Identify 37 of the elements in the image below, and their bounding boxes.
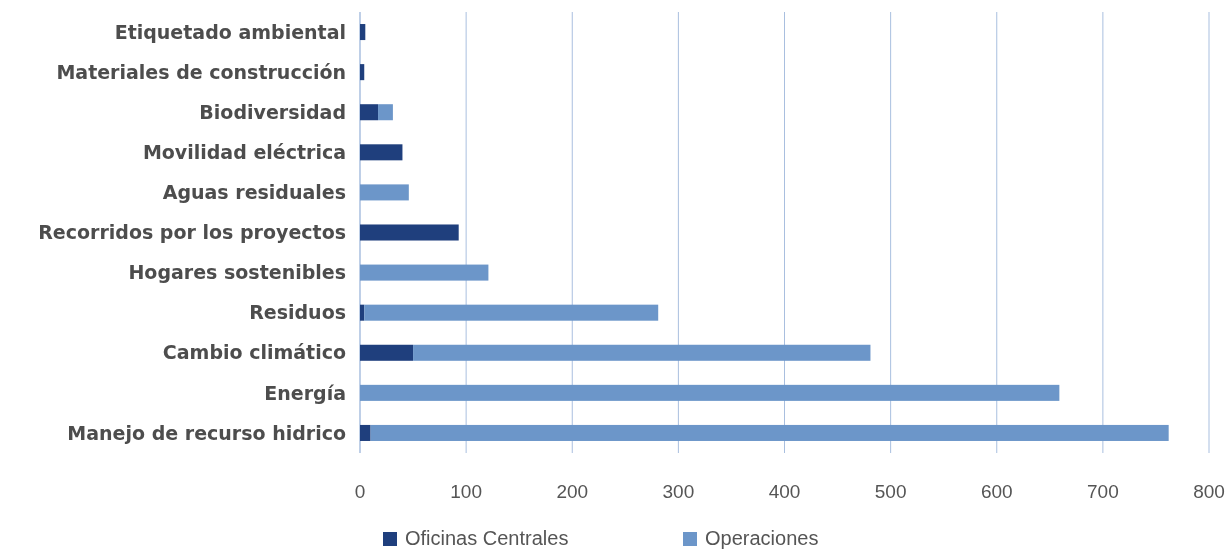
bar [360,304,365,321]
x-tick-label: 100 [450,481,482,502]
y-tick-label: Materiales de construcción [56,60,346,83]
y-tick-label: Cambio climático [162,341,346,364]
y-tick-label: Energía [264,381,346,404]
y-tick-label: Recorridos por los proyectos [38,221,346,244]
x-tick-label: 700 [1087,481,1119,502]
bar [360,24,366,41]
legend-label: Operaciones [705,527,819,549]
legend-label: Oficinas Centrales [405,527,569,549]
y-tick-label: Etiquetado ambiental [114,20,346,43]
bar [360,424,371,441]
y-tick-label: Manejo de recurso hidrico [67,421,346,444]
bar [360,104,379,121]
bar [364,304,659,321]
x-tick-label: 400 [768,481,801,502]
bar [360,144,403,161]
bar [413,344,871,361]
bar [360,64,365,81]
y-tick-label: Movilidad eléctrica [142,140,346,163]
bar [360,224,459,241]
y-tick-label: Biodiversidad [199,100,346,123]
x-tick-label: 300 [662,481,695,502]
x-tick-label: 200 [556,481,589,502]
x-tick-label: 0 [354,481,366,502]
y-tick-label: Residuos [249,301,346,324]
y-tick-label: Aguas residuales [162,181,346,204]
bar [360,264,489,281]
bar [378,104,393,121]
bar [360,184,409,201]
bar [370,424,1169,441]
x-tick-label: 800 [1193,481,1225,502]
bar [360,384,1060,401]
y-tick-label: Hogares sostenibles [128,261,346,284]
x-tick-label: 500 [874,481,907,502]
bar [360,344,414,361]
x-tick-label: 600 [980,481,1013,502]
